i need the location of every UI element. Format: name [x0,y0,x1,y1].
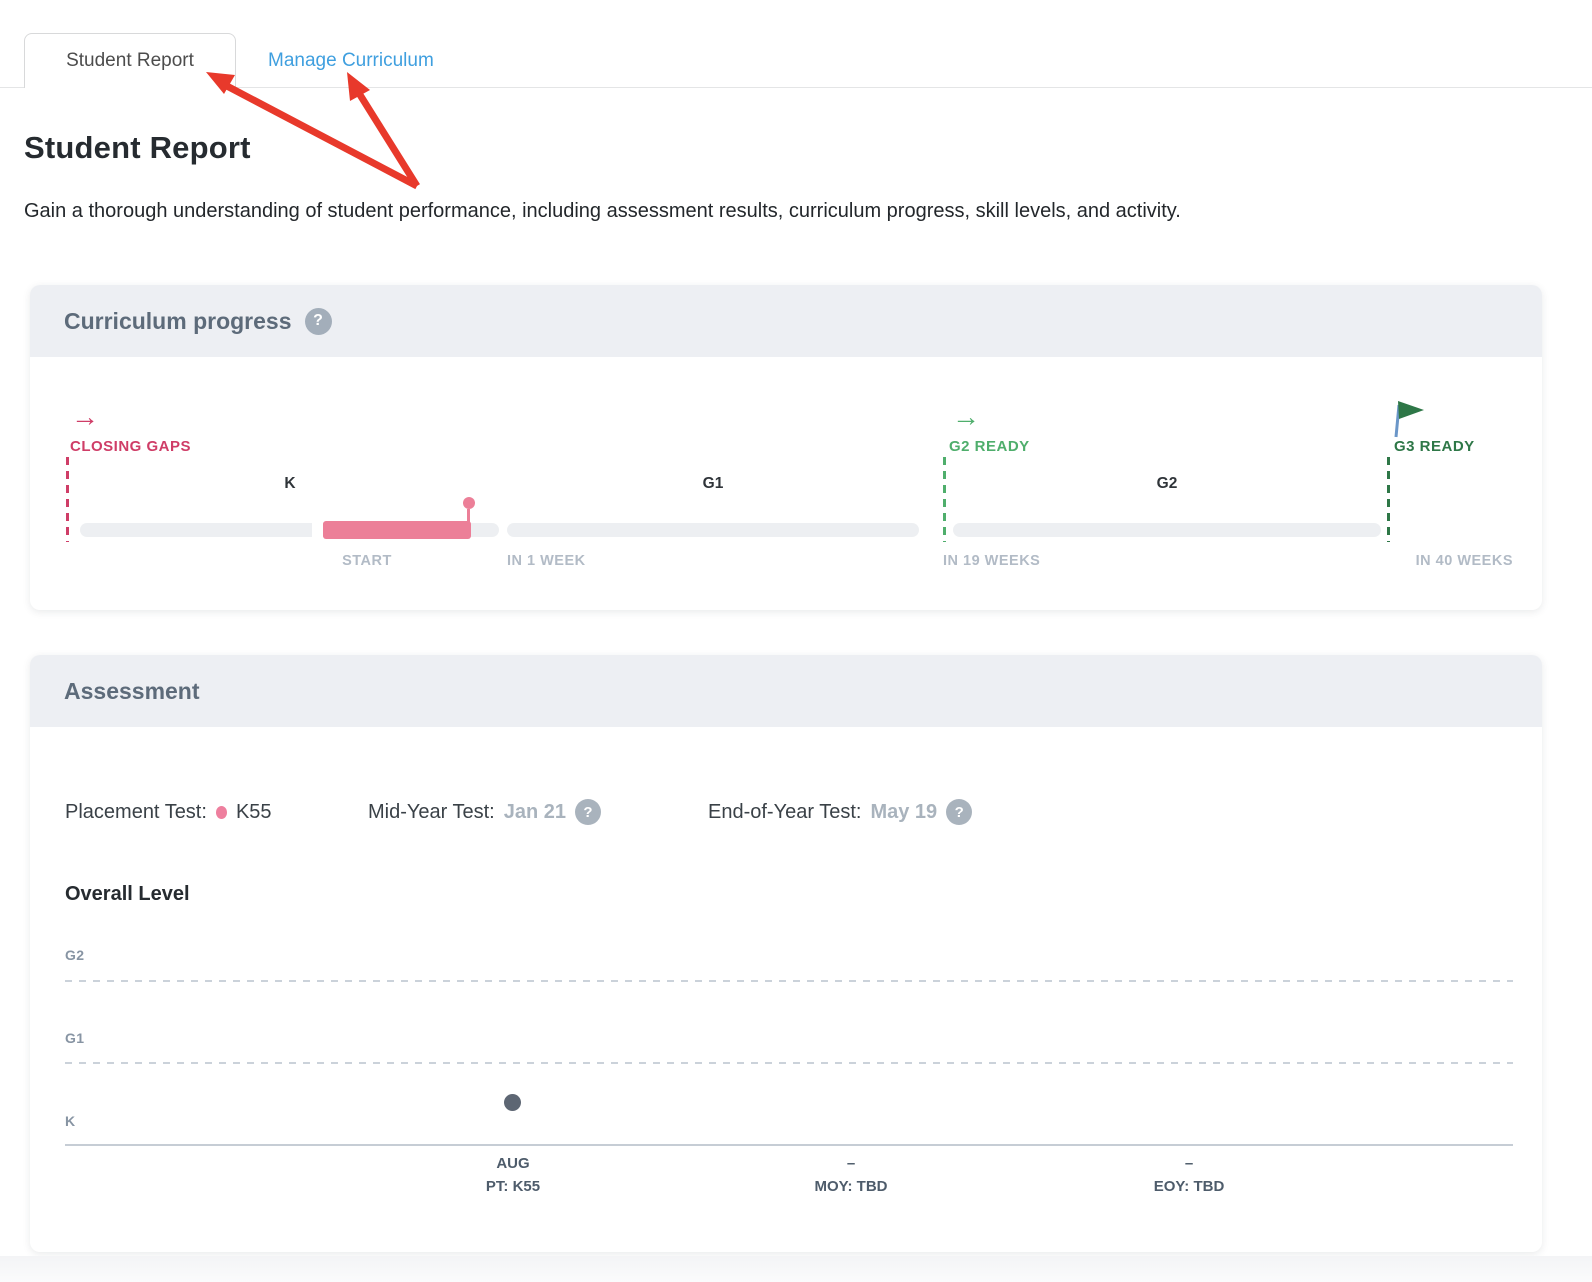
tab-manage-curriculum-label: Manage Curriculum [268,49,434,71]
current-position-pin-head [463,497,475,509]
mid-year-test-value: Jan 21 [503,800,566,823]
next-section-edge [0,1256,1592,1282]
end-of-year-test-item: End-of-Year Test: May 19 ? [708,798,973,826]
arrow-right-icon: → [71,401,99,432]
arrow-right-icon: → [952,401,980,432]
column-label-aug: AUG PT: K55 [485,1155,541,1195]
end-of-year-test-label: End-of-Year Test: [708,800,862,823]
progress-bar-current [323,521,471,539]
curriculum-progress-title: Curriculum progress [64,307,292,334]
page-subtitle: Gain a thorough understanding of student… [24,200,1181,222]
time-label-1-week: IN 1 WEEK [507,553,586,569]
overall-level-title: Overall Level [65,883,190,905]
track-label-g1: G1 [702,475,724,492]
track-label-k: K [284,475,296,492]
track-label-g2: G2 [1156,475,1178,492]
assessment-title: Assessment [64,677,200,704]
placement-level-dot-icon [215,805,227,819]
closing-gaps-marker-label: CLOSING GAPS [70,438,192,455]
g2-ready-marker-line [943,457,946,542]
axis-label-g2: G2 [65,947,85,963]
track-g1 [507,523,919,537]
curriculum-progress-header: Curriculum progress ? [30,285,1542,357]
assessment-panel: Assessment [30,655,1542,1252]
baseline-k [65,1144,1513,1146]
help-icon[interactable]: ? [575,799,601,825]
tab-student-report[interactable]: Student Report [24,33,236,88]
column-label-eoy: – EOY: TBD [1153,1155,1225,1195]
time-label-start: START [342,553,392,569]
end-of-year-test-value: May 19 [870,800,938,823]
axis-label-g1: G1 [65,1030,85,1046]
help-icon[interactable]: ? [946,799,973,825]
mid-year-test-label: Mid-Year Test: [368,800,495,823]
placement-test-item: Placement Test: K55 [65,798,272,826]
current-position-pin [467,509,470,523]
time-label-40-weeks: IN 40 WEEKS [1415,553,1513,569]
help-icon[interactable]: ? [304,307,332,335]
time-label-19-weeks: IN 19 WEEKS [943,553,1041,569]
axis-label-k: K [65,1113,76,1129]
tab-student-report-label: Student Report [66,50,194,71]
g2-ready-marker-label: G2 READY [949,438,1030,455]
placement-test-value: K55 [235,800,272,823]
column-label-moy: – MOY: TBD [814,1155,888,1195]
progress-start-notch [312,523,323,537]
closing-gaps-marker-line [66,457,69,542]
flag-icon [1394,401,1424,438]
mid-year-test-item: Mid-Year Test: Jan 21 ? [368,798,601,826]
tabbar-divider [0,87,1592,88]
placement-test-label: Placement Test: [65,800,207,823]
curriculum-progress-panel: Curriculum progress ? → CLOSING GAPS → G… [30,285,1542,610]
page-title: Student Report [24,130,251,165]
g3-ready-marker-line [1387,457,1390,542]
g3-ready-marker-label: G3 READY [1394,438,1475,455]
gridline-g1 [65,1062,1513,1064]
track-g2 [953,523,1381,537]
placement-test-data-point[interactable] [504,1094,521,1111]
tab-manage-curriculum[interactable]: Manage Curriculum [268,33,434,88]
gridline-g2 [65,980,1513,982]
assessment-header: Assessment [30,655,1542,727]
